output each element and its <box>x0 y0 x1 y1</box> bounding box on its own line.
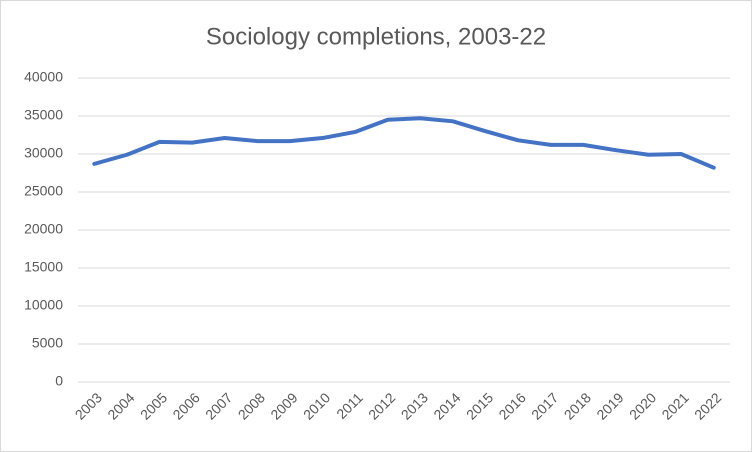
y-tick-label: 15000 <box>24 259 63 275</box>
y-tick-label: 5000 <box>32 335 63 351</box>
chart-title: Sociology completions, 2003-22 <box>206 23 546 50</box>
y-tick-label: 10000 <box>24 297 63 313</box>
y-tick-label: 40000 <box>24 69 63 85</box>
data-line <box>92 116 716 170</box>
y-tick-label: 30000 <box>24 145 63 161</box>
y-tick-label: 20000 <box>24 221 63 237</box>
y-tick-label: 35000 <box>24 107 63 123</box>
y-tick-label: 0 <box>55 373 63 389</box>
y-tick-label: 25000 <box>24 183 63 199</box>
